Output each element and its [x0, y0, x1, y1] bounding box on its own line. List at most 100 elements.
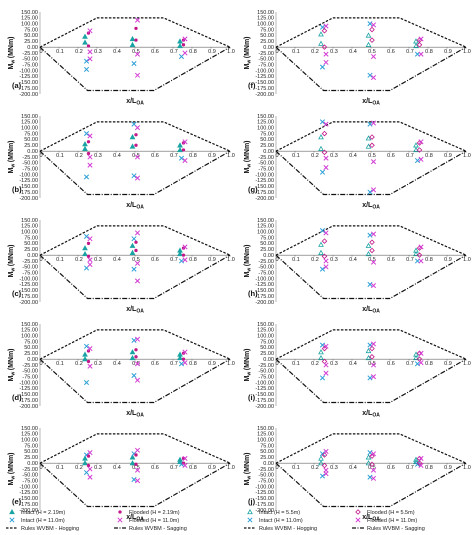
y-tick-label: 100.00 [21, 334, 38, 340]
data-point-series-3 [418, 258, 424, 264]
data-point-series-3 [134, 467, 141, 473]
data-point-series-0 [129, 249, 136, 255]
x-tick-label: 0 [39, 361, 42, 367]
y-tick-label: -175.00 [255, 398, 274, 404]
y-axis-label-sub: w [247, 476, 253, 481]
x-tick-label: 0.4 [113, 153, 121, 159]
y-tick-label: -200.00 [255, 300, 274, 306]
data-point-series-3 [134, 478, 141, 484]
y-tick-label: 0.00 [27, 461, 38, 467]
y-tick-label: -25.00 [258, 467, 274, 473]
legend-entry-label: Intact (H = 5.5m) [259, 510, 300, 516]
data-point-series-2 [369, 134, 375, 140]
x-axis-label-sub: OA [372, 413, 380, 419]
data-point-series-1 [83, 380, 90, 386]
data-point-series-3 [418, 36, 424, 42]
y-tick-label: -75.00 [258, 167, 274, 173]
x-tick-label: 0.6 [387, 465, 395, 471]
data-point-series-3 [87, 466, 93, 472]
y-tick-label: 50.00 [260, 33, 274, 39]
data-point-series-2 [416, 42, 423, 48]
y-tick-label: 75.00 [260, 235, 274, 241]
data-point-series-3 [182, 36, 188, 42]
x-tick-label: 0.1 [292, 153, 300, 159]
x-tick-label: 0.6 [151, 465, 159, 471]
data-point-series-0 [82, 351, 88, 357]
x-tick-label: 0.2 [311, 257, 319, 263]
x-tick-label: 0.6 [387, 49, 395, 55]
x-axis-label-main: x/L [362, 306, 373, 313]
data-point-series-0 [365, 454, 372, 460]
chart-panel-1: 150.00125.00100.0075.0050.0025.000.00-25… [8, 114, 235, 211]
y-tick-label: -75.00 [22, 167, 38, 173]
y-axis-label: Mw (MNm) [244, 140, 253, 173]
y-tick-label: -50.00 [258, 57, 274, 63]
data-point-series-3 [370, 22, 377, 28]
data-point-series-3 [134, 175, 141, 181]
data-point-series-2 [86, 140, 91, 144]
data-point-series-2 [134, 143, 138, 147]
rules-sagging-line [275, 46, 467, 92]
legend-entry-label: Intact (H = 11.0m) [21, 518, 65, 524]
data-point-series-3 [182, 139, 188, 145]
x-tick-label: 0.2 [75, 49, 83, 55]
data-point-series-2 [86, 31, 91, 35]
y-tick-label: -25.00 [258, 259, 274, 265]
y-tick-label: 0.00 [263, 149, 274, 155]
legend-swatch-marker [355, 509, 361, 515]
x-tick-label: 0.8 [189, 153, 197, 159]
y-tick-label: 150.00 [257, 114, 274, 120]
x-tick-label: 0 [39, 153, 42, 159]
data-point-series-0 [129, 349, 136, 355]
y-tick-label: 150.00 [257, 426, 274, 432]
x-tick-label: 0.2 [311, 361, 319, 367]
x-tick-label: 0 [39, 49, 42, 55]
data-point-series-0 [318, 241, 324, 247]
y-axis-label-unit: (MNm) [244, 244, 251, 266]
data-point-series-3 [87, 133, 93, 139]
y-axis-label-main: M [8, 64, 15, 70]
y-tick-label: -150.00 [255, 184, 274, 190]
x-tick-label: 0.7 [406, 153, 414, 159]
data-point-series-2 [134, 355, 138, 359]
y-tick-label: -150.00 [255, 392, 274, 398]
data-point-series-3 [418, 360, 424, 366]
x-tick-label: 0.7 [406, 465, 414, 471]
data-point-series-1 [131, 173, 137, 179]
x-axis-label-main: x/L [126, 514, 137, 521]
y-tick-label: 0.00 [27, 253, 38, 259]
y-tick-label: -125.00 [19, 282, 38, 288]
data-point-series-0 [365, 347, 372, 354]
x-tick-label: 0.7 [406, 361, 414, 367]
x-axis-label: x/LOA [126, 514, 144, 523]
x-tick-label: 0.7 [170, 49, 178, 55]
data-point-series-0 [318, 460, 324, 466]
panel-label: (h) [248, 289, 258, 298]
x-tick-label: 0.3 [330, 153, 338, 159]
x-axis-label-main: x/L [362, 98, 373, 105]
x-tick-label: 0.9 [444, 153, 452, 159]
x-tick-label: 0.8 [425, 361, 433, 367]
data-point-series-3 [323, 448, 329, 454]
data-point-series-3 [418, 462, 424, 469]
y-axis-label: Mw (MNm) [8, 140, 17, 173]
data-point-series-1 [83, 58, 90, 64]
x-tick-label: 0.8 [425, 257, 433, 263]
data-point-series-0 [365, 143, 372, 149]
x-axis-label-main: x/L [126, 98, 137, 105]
data-point-series-1 [367, 21, 373, 27]
y-tick-label: -100.00 [19, 68, 38, 74]
rules-hogging-line [39, 225, 231, 256]
data-point-series-1 [414, 461, 421, 467]
x-tick-label: 0.9 [444, 465, 452, 471]
data-point-series-3 [370, 374, 377, 380]
y-tick-label: 100.00 [21, 22, 38, 28]
x-tick-label: 0.1 [292, 361, 300, 367]
data-point-series-0 [82, 145, 88, 151]
x-tick-label: 0.4 [113, 49, 121, 55]
data-point-series-3 [134, 154, 141, 160]
data-point-series-3 [134, 260, 141, 266]
x-tick-label: 0 [275, 361, 278, 367]
legend-swatch-marker [247, 508, 253, 515]
y-tick-label: -175.00 [19, 502, 38, 508]
